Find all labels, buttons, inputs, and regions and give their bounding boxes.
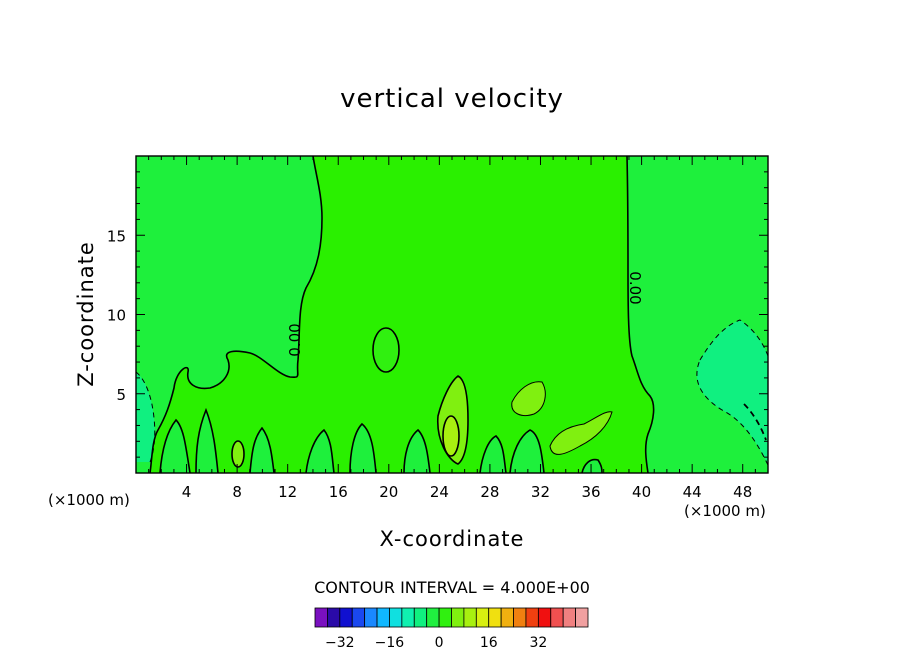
colorbar-swatch bbox=[376, 607, 390, 628]
colorbar-swatch bbox=[562, 607, 576, 628]
colorbar-swatch bbox=[351, 607, 366, 628]
contour-low-cells bbox=[159, 407, 603, 473]
colorbar-swatch bbox=[426, 607, 440, 628]
x-tick-label: 40 bbox=[632, 483, 651, 501]
x-tick-label: 16 bbox=[329, 483, 348, 501]
colorbar: −32 −16 0 16 32 bbox=[314, 607, 589, 651]
region-right-negative bbox=[696, 320, 768, 465]
x-tick-label: 24 bbox=[430, 483, 449, 501]
x-tick-label: 28 bbox=[480, 483, 499, 501]
colorbar-swatch bbox=[488, 607, 502, 628]
colorbar-swatch bbox=[513, 607, 527, 628]
x-tick-label: 32 bbox=[531, 483, 550, 501]
colorbar-tick-label: 16 bbox=[480, 635, 498, 651]
updraft-36km bbox=[550, 411, 612, 455]
colorbar-swatch bbox=[401, 607, 415, 628]
colorbar-tick-label: −32 bbox=[325, 635, 355, 651]
contour-left-negative bbox=[136, 371, 156, 463]
x-axis-label: X-coordinate bbox=[379, 527, 525, 551]
colorbar-swatch bbox=[575, 607, 589, 628]
colorbar-swatch bbox=[413, 607, 428, 628]
colorbar-swatch bbox=[500, 607, 514, 628]
contour-right-negative bbox=[696, 319, 768, 466]
x-unit-label-left: (×1000 m) bbox=[48, 491, 130, 509]
contour-core-24km bbox=[442, 415, 460, 457]
region-left-low-velocity bbox=[136, 156, 322, 473]
downdraft-cells-low bbox=[160, 410, 602, 473]
colorbar-swatch bbox=[537, 607, 552, 628]
colorbar-swatch bbox=[339, 607, 353, 628]
contour-36km bbox=[549, 411, 613, 455]
colorbar-tick-label: −16 bbox=[375, 635, 405, 651]
colorbar-swatch bbox=[550, 607, 564, 628]
colorbar-swatch bbox=[389, 607, 403, 628]
colorbar-tick-label: 0 bbox=[435, 635, 444, 651]
colorbar-tick-label: 32 bbox=[529, 635, 547, 651]
x-tick-label: 20 bbox=[379, 483, 398, 501]
y-tick-label: 15 bbox=[107, 227, 126, 245]
updraft-8km bbox=[232, 441, 244, 467]
colorbar-swatch bbox=[525, 607, 539, 628]
y-tick-label: 10 bbox=[107, 307, 126, 325]
colorbar-swatch bbox=[438, 607, 452, 628]
contour-8km bbox=[231, 440, 245, 468]
colorbar-swatch bbox=[314, 607, 328, 628]
contour-label-left: 0.00 bbox=[286, 323, 304, 356]
x-tick-label: 44 bbox=[683, 483, 702, 501]
x-tick-label: 12 bbox=[278, 483, 297, 501]
zero-contour-left bbox=[149, 156, 323, 473]
colorbar-swatch bbox=[364, 607, 378, 628]
contour-20km bbox=[372, 327, 400, 373]
updraft-20km bbox=[373, 328, 399, 372]
contour-field bbox=[136, 156, 768, 473]
contour-31km bbox=[511, 381, 546, 416]
colorbar-swatch bbox=[451, 607, 465, 628]
x-tick-label: 48 bbox=[733, 483, 752, 501]
x-tick-label: 8 bbox=[232, 483, 242, 501]
chart-title: vertical velocity bbox=[340, 84, 564, 114]
x-unit-label-right: (×1000 m) bbox=[684, 502, 766, 520]
region-left-negative bbox=[136, 372, 155, 462]
x-tick-label: 4 bbox=[182, 483, 192, 501]
x-tick-label: 36 bbox=[581, 483, 600, 501]
contour-label-right: 0.00 bbox=[626, 271, 644, 304]
updraft-31km bbox=[511, 381, 546, 416]
contour-24km bbox=[437, 375, 469, 465]
contour-lines bbox=[136, 156, 768, 473]
updraft-core-24km bbox=[443, 416, 459, 456]
colorbar-swatch bbox=[475, 607, 490, 628]
zero-contour-right bbox=[626, 156, 655, 473]
colorbar-swatch bbox=[327, 607, 341, 628]
y-tick-label: 5 bbox=[116, 386, 126, 404]
colorbar-swatch bbox=[463, 607, 477, 628]
contour-right-strong-negative bbox=[743, 403, 767, 441]
contour-interval-text: CONTOUR INTERVAL = 4.000E+00 bbox=[314, 578, 590, 597]
